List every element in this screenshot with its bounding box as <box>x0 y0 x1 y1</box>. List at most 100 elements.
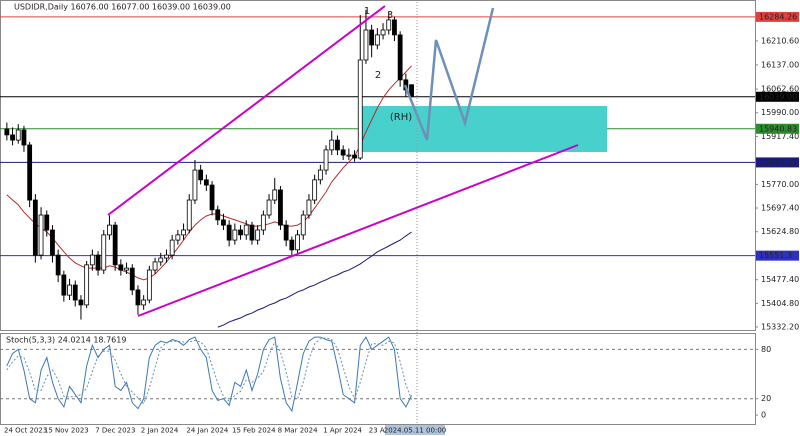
y-tick-label: 15770.00 <box>761 180 799 189</box>
axes-layer: 16210.60 16137.00 16062.60 15990.00 15917.40… <box>4 11 799 435</box>
candle-body <box>146 269 152 301</box>
candle-body <box>175 234 181 241</box>
candle-body <box>340 149 346 156</box>
moving-average <box>217 231 412 328</box>
demand-zone <box>361 106 607 152</box>
candle-body <box>289 239 295 251</box>
candle-body <box>198 169 204 181</box>
stoch-line <box>6 336 413 413</box>
candle-body <box>50 229 55 256</box>
candle-body <box>89 254 95 266</box>
candle-body <box>232 229 238 241</box>
y-tick-label: 15990.00 <box>761 108 799 117</box>
candle-body <box>118 264 124 271</box>
x-tick-label: 15 Nov 2023 <box>44 427 89 435</box>
candle-body <box>164 254 169 259</box>
y-tick-label: 0 <box>761 411 766 420</box>
candle-body <box>346 154 352 157</box>
level-label: 16039.00 <box>759 92 797 101</box>
wave-label: 2 <box>375 70 381 81</box>
indicator-title: Stoch(5,3,3) 24.0214 18.7619 <box>6 336 126 345</box>
y-tick-label: 15917.40 <box>761 132 799 141</box>
candle-body <box>374 34 380 46</box>
candle-body <box>84 264 90 306</box>
level-label: 15551.3 <box>759 251 792 260</box>
candle-body <box>260 214 266 231</box>
candle-body <box>226 224 232 241</box>
candle-body <box>317 169 323 181</box>
y-tick-label: 15332.20 <box>761 323 799 332</box>
candle-body <box>283 224 289 241</box>
candle-body <box>335 139 340 151</box>
candle-body <box>38 214 44 256</box>
level-label-box <box>756 250 799 261</box>
candle-body <box>15 129 21 141</box>
candle-body <box>312 179 318 201</box>
stoch-panel-frame <box>0 333 756 425</box>
candle-body <box>4 128 10 136</box>
candle-body <box>255 229 261 241</box>
candle-body <box>192 169 198 201</box>
candle-body <box>272 189 278 201</box>
candle-body <box>380 29 386 36</box>
candle-body <box>44 214 50 231</box>
candle-body <box>369 29 375 46</box>
y-tick-label: 16210.60 <box>761 36 799 45</box>
candle-body <box>386 19 392 31</box>
level-label-box <box>756 11 799 22</box>
candle-body <box>112 224 118 266</box>
level-label: 15837.51 <box>759 158 797 167</box>
candle-body <box>243 224 249 236</box>
upper-trendline <box>107 5 386 216</box>
candle-body <box>278 189 283 226</box>
candle-body <box>300 214 306 236</box>
candle-body <box>209 184 215 211</box>
candle-body <box>61 274 67 296</box>
candle-body <box>158 257 164 263</box>
candle-body <box>323 149 329 171</box>
wave-label: (RH) <box>390 112 412 123</box>
candle-body <box>55 254 61 276</box>
wave-label: 1 <box>364 6 370 17</box>
level-label: 16284.26 <box>759 12 797 21</box>
y-tick-label: 80 <box>761 345 771 354</box>
level-label: 15940.83 <box>759 124 797 133</box>
candle-body <box>203 179 209 186</box>
y-tick-label: 16137.00 <box>761 60 799 69</box>
candle-body <box>27 144 33 201</box>
marks-layer <box>4 9 414 413</box>
candle-body <box>135 289 141 306</box>
wave-label: 3 <box>387 10 393 21</box>
cursor-date-box <box>385 425 445 435</box>
candle-body <box>101 234 107 271</box>
candle-body <box>221 219 226 226</box>
candle-body <box>238 229 243 236</box>
x-tick-label: 7 Dec 2023 <box>95 427 135 435</box>
candle-body <box>10 134 15 141</box>
candle-body <box>306 199 312 216</box>
candle-body <box>357 59 363 159</box>
candle-body <box>329 139 335 151</box>
moving-average <box>6 65 412 281</box>
y-tick-label: 20 <box>761 394 771 403</box>
lower-trendline <box>137 144 579 317</box>
candle-body <box>95 254 101 271</box>
candle-body <box>72 284 78 301</box>
x-tick-label: 24 Jan 2024 <box>186 427 229 435</box>
candle-body <box>129 267 135 291</box>
levels-layer <box>0 16 755 400</box>
candle-body <box>78 299 84 306</box>
y-tick-label: 16062.60 <box>761 85 799 94</box>
stoch-line <box>6 337 413 405</box>
y-tick-label: 15624.80 <box>761 227 799 236</box>
level-label-box <box>756 157 799 168</box>
candle-body <box>397 34 403 81</box>
level-label-box <box>756 91 799 102</box>
level-label-box <box>756 123 799 134</box>
candle-body <box>181 229 186 236</box>
candle-body <box>124 267 129 271</box>
x-tick-label: 1 Apr 2024 <box>323 427 362 435</box>
